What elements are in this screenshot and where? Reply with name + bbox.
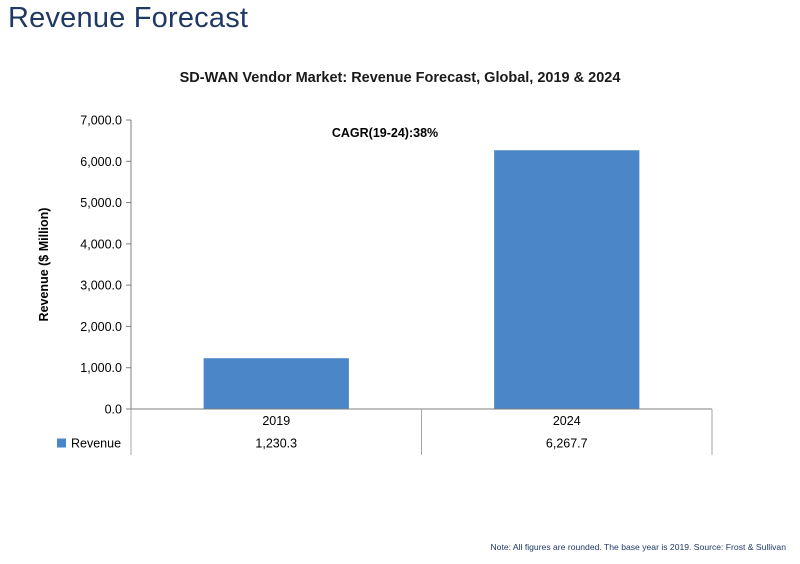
data-label: 6,267.7 bbox=[546, 437, 588, 451]
legend-key-revenue bbox=[57, 438, 66, 448]
legend-label: Revenue bbox=[71, 437, 121, 451]
y-tick-label: 3,000.0 bbox=[80, 279, 122, 293]
x-tick-label: 2024 bbox=[553, 414, 581, 428]
data-label: 1,230.3 bbox=[255, 437, 297, 451]
chart-title: SD-WAN Vendor Market: Revenue Forecast, … bbox=[179, 70, 621, 86]
y-tick-label: 5,000.0 bbox=[80, 196, 122, 210]
slide-title: Revenue Forecast bbox=[8, 2, 249, 34]
bar-2024 bbox=[494, 150, 640, 410]
y-tick-label: 0.0 bbox=[105, 403, 122, 417]
bar-2019 bbox=[203, 358, 349, 409]
y-axis-title: Revenue ($ Million) bbox=[37, 208, 51, 322]
y-tick-label: 1,000.0 bbox=[80, 361, 122, 375]
y-tick-label: 6,000.0 bbox=[80, 155, 122, 169]
y-tick-label: 7,000.0 bbox=[80, 114, 122, 128]
cagr-annotation: CAGR(19-24):38% bbox=[332, 126, 438, 140]
y-tick-label: 2,000.0 bbox=[80, 320, 122, 334]
footnote: Note: All figures are rounded. The base … bbox=[490, 542, 786, 552]
x-tick-label: 2019 bbox=[262, 414, 290, 428]
y-tick-label: 4,000.0 bbox=[80, 237, 122, 251]
